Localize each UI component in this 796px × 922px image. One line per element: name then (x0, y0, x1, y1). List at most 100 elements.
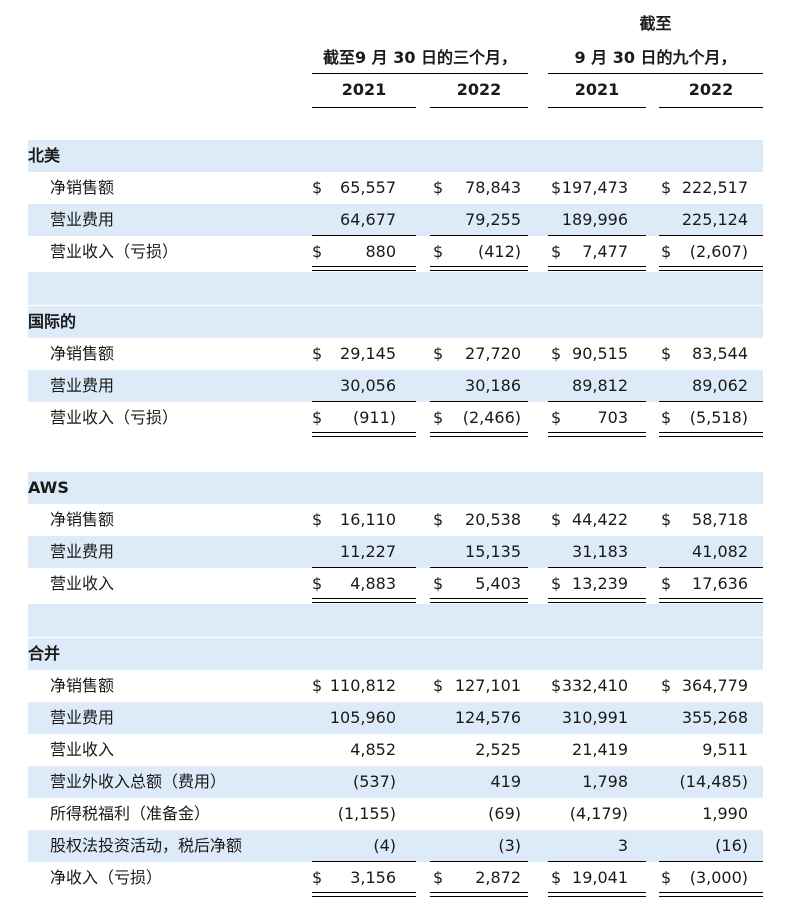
currency-symbol: $ (433, 868, 444, 887)
row-label: 营业费用 (50, 210, 115, 229)
value-cell: 7,477 (582, 242, 628, 261)
year-header: 2021 (341, 80, 387, 99)
row-shading (28, 702, 763, 734)
subtotal-rule (548, 567, 646, 568)
currency-symbol: $ (312, 510, 323, 529)
currency-symbol: $ (551, 510, 562, 529)
table-row: 营业收入（亏损） $880 $ (412) $7,477 $ (2,607) (28, 236, 763, 268)
subtotal-rule (312, 235, 416, 236)
currency-symbol: $ (433, 676, 444, 695)
value-cell: (4,179) (569, 804, 628, 823)
total-double-rule (548, 892, 646, 897)
value-cell: 17,636 (692, 574, 748, 593)
value-cell: 89,812 (572, 376, 628, 395)
row-label: 净收入（亏损） (50, 868, 163, 887)
value-cell: 58,718 (692, 510, 748, 529)
subtotal-rule (312, 567, 416, 568)
value-cell: (69) (488, 804, 521, 823)
col-group-1-header: 截至9 月 30 日的三个月， (322, 48, 518, 67)
value-cell: 30,056 (340, 376, 396, 395)
subtotal-rule (430, 861, 528, 862)
row-label: 营业收入（亏损） (50, 242, 179, 261)
row-label: 营业收入 (50, 574, 115, 593)
value-cell: 21,419 (572, 740, 628, 759)
section-header-row: AWS (28, 472, 763, 504)
value-cell: 1,798 (582, 772, 628, 791)
value-cell: 9,511 (702, 740, 748, 759)
table-row: 营业费用 30,056 30,186 89,812 89,062 (28, 370, 763, 402)
currency-symbol: $ (551, 242, 562, 261)
value-cell: 16,110 (340, 510, 396, 529)
year-header: 2022 (688, 80, 734, 99)
total-double-rule (430, 432, 528, 437)
currency-symbol: $ (661, 178, 672, 197)
value-cell: 27,720 (465, 344, 521, 363)
row-label: 净销售额 (50, 178, 115, 197)
value-cell: 364,779 (681, 676, 748, 695)
total-double-rule (312, 598, 416, 603)
section-header-row: 合并 (28, 638, 763, 670)
value-cell: 2,872 (475, 868, 521, 887)
subtotal-rule (430, 235, 528, 236)
total-double-rule (659, 432, 763, 437)
value-cell: 44,422 (572, 510, 628, 529)
value-cell: (537) (352, 772, 396, 791)
table-row: 营业外收入总额（费用） (537) 419 1,798 (14,485) (28, 766, 763, 798)
value-cell: 64,677 (340, 210, 396, 229)
subtotal-rule (548, 861, 646, 862)
section-title: 北美 (28, 146, 61, 165)
year-header: 2022 (456, 80, 502, 99)
section-header-row: 北美 (28, 140, 763, 172)
value-cell: (5,518) (689, 408, 748, 427)
table-row: 所得税福利（准备金） (1,155) (69) (4,179) 1,990 (28, 798, 763, 830)
value-cell: 15,135 (465, 542, 521, 561)
value-cell: 78,843 (465, 178, 521, 197)
table-row: 营业费用 64,677 79,255 189,996 225,124 (28, 204, 763, 236)
total-double-rule (659, 892, 763, 897)
total-double-rule (548, 598, 646, 603)
total-double-rule (548, 266, 646, 271)
value-cell: 703 (597, 408, 628, 427)
value-cell: 89,062 (692, 376, 748, 395)
year-underline (312, 107, 416, 108)
value-cell: (16) (715, 836, 748, 855)
total-double-rule (312, 432, 416, 437)
currency-symbol: $ (433, 510, 444, 529)
subtotal-rule (430, 401, 528, 402)
section-title: AWS (28, 478, 69, 497)
table-row: 净销售额 $65,557 $78,843 $197,473 $222,517 (28, 172, 763, 204)
value-cell: (1,155) (337, 804, 396, 823)
total-double-rule (430, 266, 528, 271)
value-cell: 83,544 (692, 344, 748, 363)
value-cell: 30,186 (465, 376, 521, 395)
value-cell: 4,852 (350, 740, 396, 759)
value-cell: (4) (373, 836, 396, 855)
row-shading (28, 306, 763, 338)
value-cell: 110,812 (329, 676, 396, 695)
row-label: 营业费用 (50, 376, 115, 395)
value-cell: (14,485) (679, 772, 748, 791)
col-group-1-underline (312, 73, 528, 74)
currency-symbol: $ (433, 178, 444, 197)
currency-symbol: $ (312, 242, 323, 261)
value-cell: (2,466) (462, 408, 521, 427)
value-cell: 79,255 (465, 210, 521, 229)
spacer-band (28, 272, 763, 305)
col-group-2-header-line2: 9 月 30 日的九个月， (574, 48, 737, 67)
row-label: 净销售额 (50, 510, 115, 529)
year-underline (548, 107, 646, 108)
value-cell: 355,268 (681, 708, 748, 727)
subtotal-rule (312, 401, 416, 402)
value-cell: 31,183 (572, 542, 628, 561)
currency-symbol: $ (433, 344, 444, 363)
row-label: 营业费用 (50, 708, 115, 727)
col-group-2-header-line1: 截至 (639, 14, 672, 33)
table-row: 股权法投资活动，税后净额 (4) (3) 3 (16) (28, 830, 763, 862)
table-row: 净销售额 $16,110 $20,538 $44,422 $58,718 (28, 504, 763, 536)
row-label: 股权法投资活动，税后净额 (50, 836, 243, 855)
table-row: 营业费用 105,960 124,576 310,991 355,268 (28, 702, 763, 734)
table-row: 净收入（亏损） $3,156 $2,872 $19,041 $ (3,000) (28, 862, 763, 894)
value-cell: (3) (498, 836, 521, 855)
value-cell: 2,525 (475, 740, 521, 759)
value-cell: 3,156 (350, 868, 396, 887)
